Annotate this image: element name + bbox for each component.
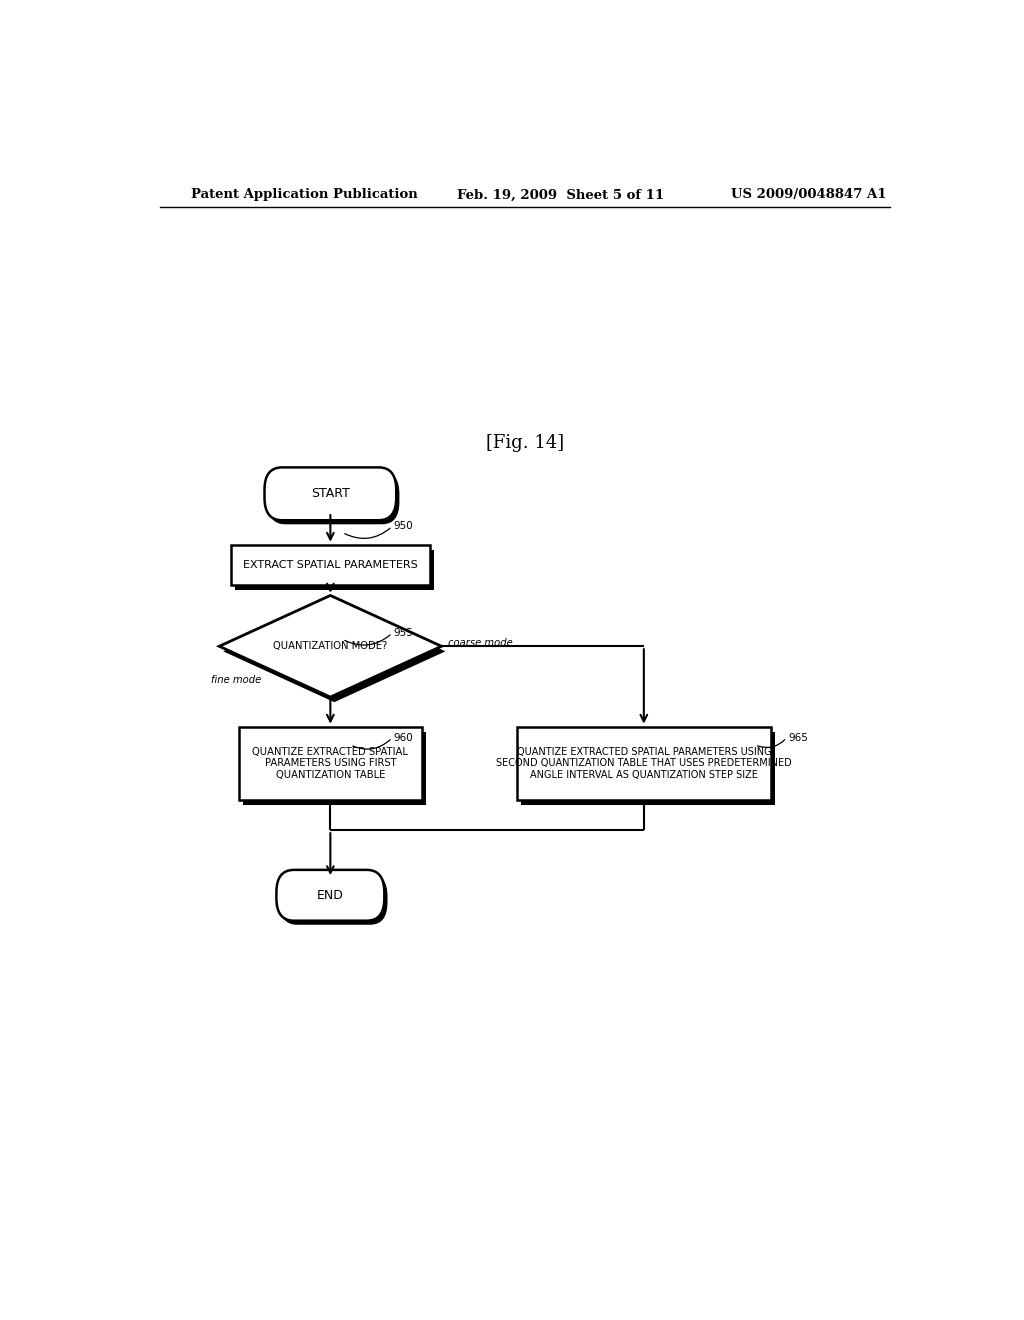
Text: fine mode: fine mode bbox=[211, 675, 261, 685]
Polygon shape bbox=[223, 601, 445, 702]
FancyBboxPatch shape bbox=[280, 874, 387, 925]
Text: US 2009/0048847 A1: US 2009/0048847 A1 bbox=[731, 189, 887, 202]
FancyBboxPatch shape bbox=[267, 471, 399, 524]
FancyBboxPatch shape bbox=[231, 545, 430, 585]
Text: START: START bbox=[311, 487, 350, 500]
FancyBboxPatch shape bbox=[264, 467, 396, 520]
Text: coarse mode: coarse mode bbox=[447, 639, 513, 648]
FancyBboxPatch shape bbox=[517, 726, 771, 800]
Text: QUANTIZE EXTRACTED SPATIAL PARAMETERS USING
SECOND QUANTIZATION TABLE THAT USES : QUANTIZE EXTRACTED SPATIAL PARAMETERS US… bbox=[496, 747, 792, 780]
FancyBboxPatch shape bbox=[236, 549, 433, 590]
FancyBboxPatch shape bbox=[521, 731, 775, 805]
FancyBboxPatch shape bbox=[240, 726, 422, 800]
FancyBboxPatch shape bbox=[276, 870, 384, 921]
Text: 955: 955 bbox=[394, 628, 414, 638]
Text: 960: 960 bbox=[394, 733, 414, 743]
Text: 965: 965 bbox=[788, 733, 808, 743]
Text: Patent Application Publication: Patent Application Publication bbox=[191, 189, 418, 202]
Text: QUANTIZE EXTRACTED SPATIAL
PARAMETERS USING FIRST
QUANTIZATION TABLE: QUANTIZE EXTRACTED SPATIAL PARAMETERS US… bbox=[253, 747, 409, 780]
Text: Feb. 19, 2009  Sheet 5 of 11: Feb. 19, 2009 Sheet 5 of 11 bbox=[458, 189, 665, 202]
Text: QUANTIZATION MODE?: QUANTIZATION MODE? bbox=[273, 642, 387, 651]
Text: [Fig. 14]: [Fig. 14] bbox=[485, 434, 564, 451]
Polygon shape bbox=[219, 595, 441, 697]
Text: END: END bbox=[317, 888, 344, 902]
FancyBboxPatch shape bbox=[243, 731, 426, 805]
Text: EXTRACT SPATIAL PARAMETERS: EXTRACT SPATIAL PARAMETERS bbox=[243, 560, 418, 570]
Text: 950: 950 bbox=[394, 521, 414, 532]
